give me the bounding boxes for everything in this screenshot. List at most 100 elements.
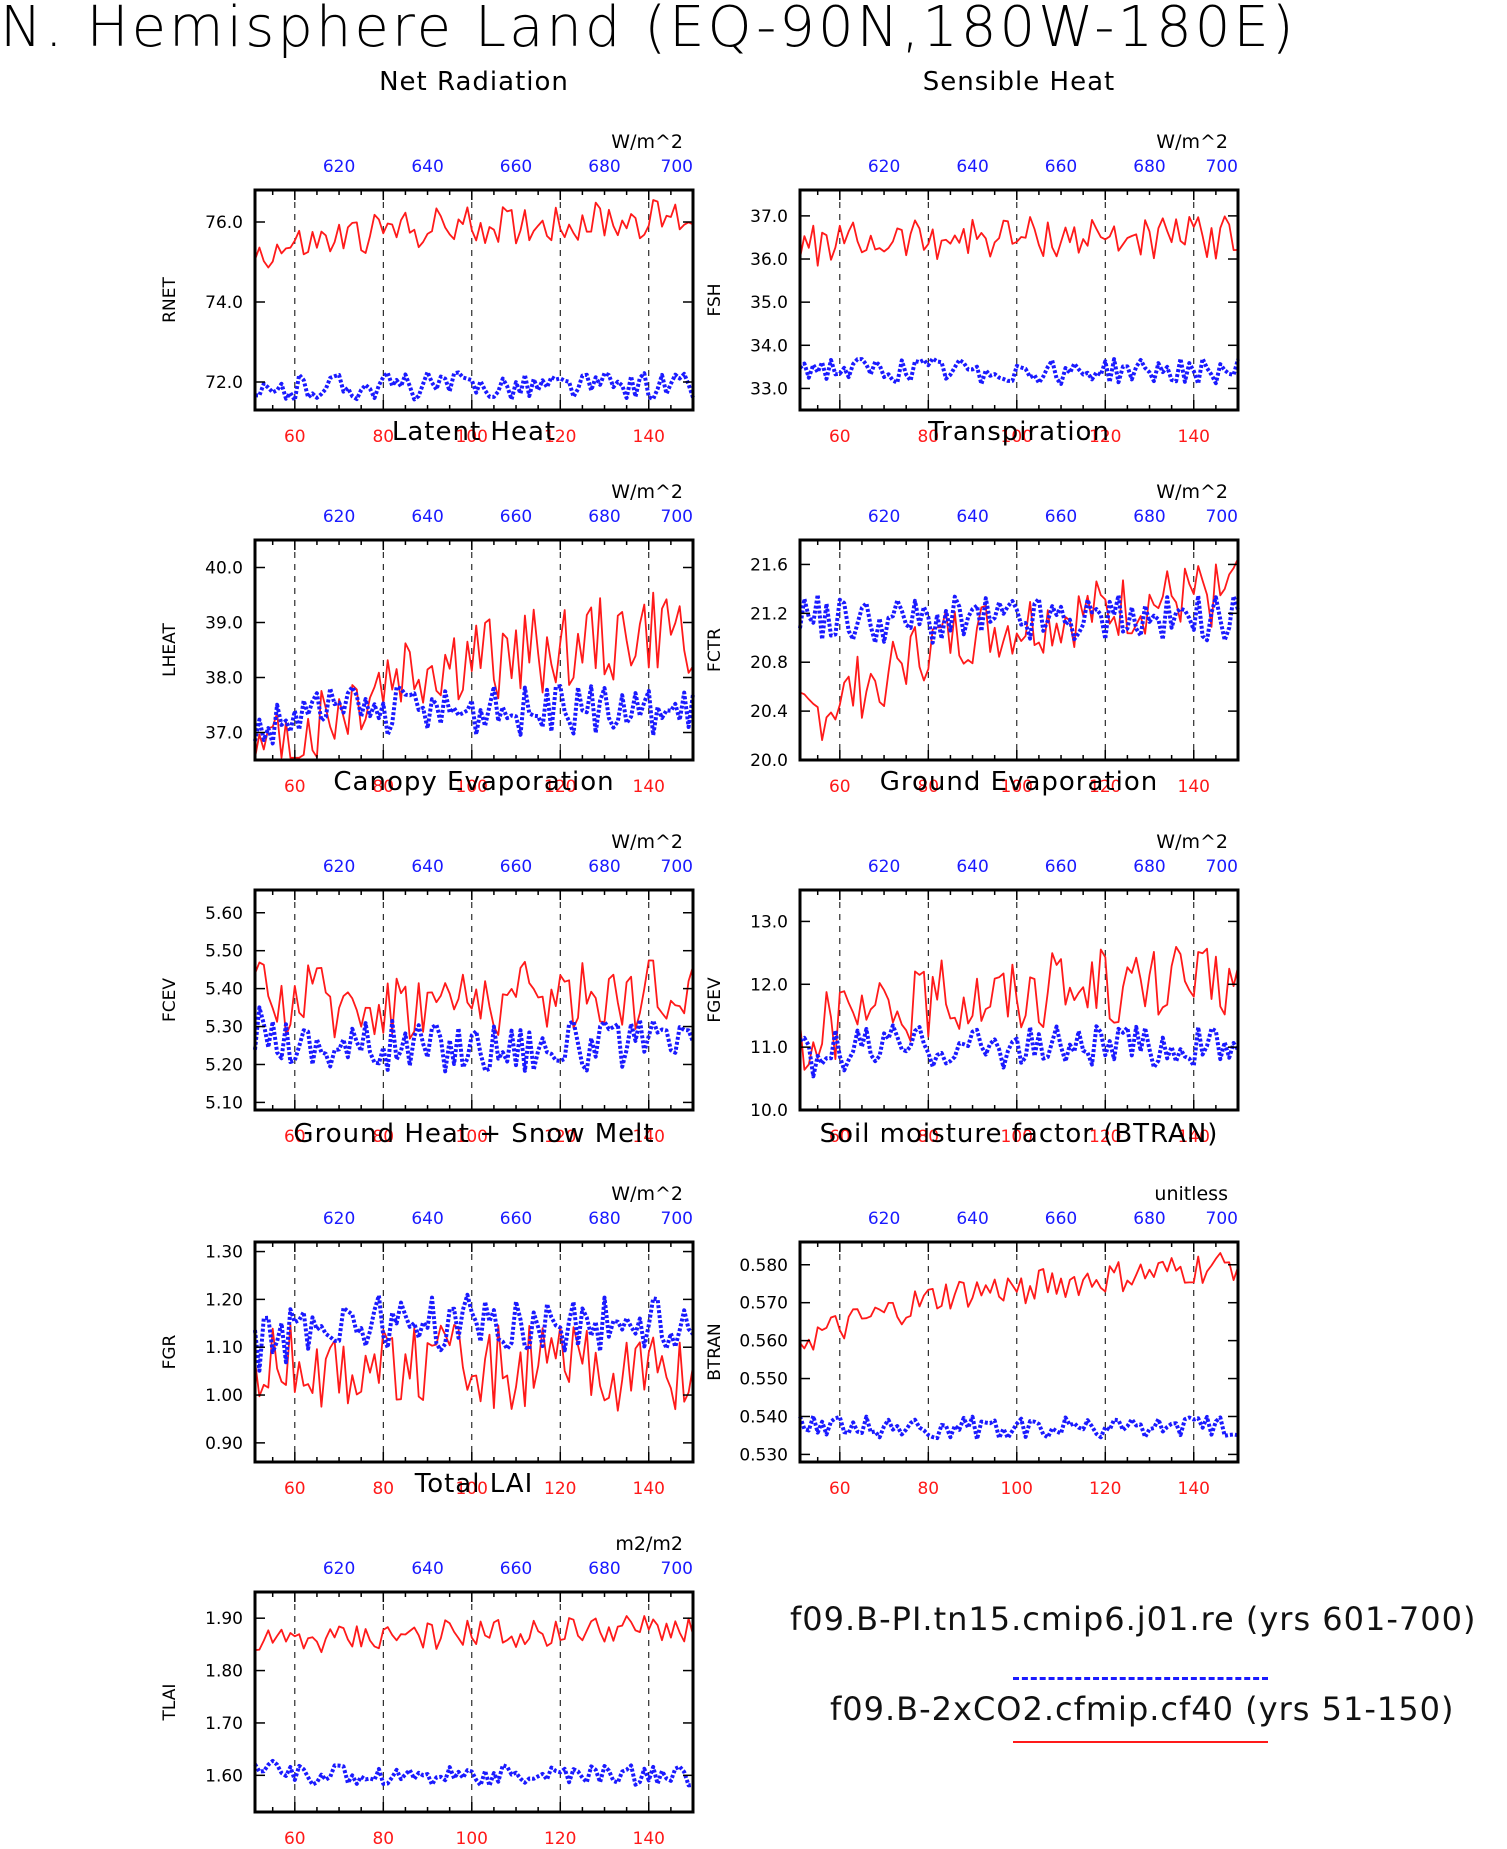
plot-frame bbox=[253, 888, 695, 1112]
x2-tick-label: 700 bbox=[661, 857, 693, 877]
legend-swatch-control bbox=[1013, 1677, 1268, 1680]
x2-tick-label: 620 bbox=[323, 157, 355, 177]
y-tick-label: 0.90 bbox=[205, 1434, 243, 1454]
x-tick-label: 60 bbox=[284, 1127, 306, 1147]
x-tick-label: 140 bbox=[1178, 1127, 1210, 1147]
x2-tick-label: 700 bbox=[1206, 857, 1238, 877]
series-line-control bbox=[253, 1005, 695, 1074]
chart-title: Canopy Evaporation bbox=[333, 767, 614, 797]
y-tick-label: 21.6 bbox=[750, 555, 788, 575]
units-label: unitless bbox=[1154, 1183, 1228, 1205]
y-tick-label: 5.20 bbox=[205, 1055, 243, 1075]
x-tick-label: 80 bbox=[917, 427, 939, 447]
chart-fcev: Canopy Evaporation W/m^2 FCEV 60 80 100 120 140… bbox=[160, 767, 695, 1147]
plot-frame bbox=[253, 1240, 695, 1464]
y-tick-label: 33.0 bbox=[750, 379, 788, 399]
y-tick-label: 39.0 bbox=[205, 614, 243, 634]
plot-frame bbox=[253, 538, 695, 762]
x-tick-label: 120 bbox=[1089, 427, 1121, 447]
x2-tick-label: 680 bbox=[588, 1559, 620, 1579]
x-tick-label: 80 bbox=[372, 427, 394, 447]
x-tick-label: 60 bbox=[829, 1127, 851, 1147]
x2-tick-label: 660 bbox=[1045, 157, 1077, 177]
y-axis-label: FSH bbox=[705, 283, 725, 316]
y-tick-label: 0.560 bbox=[739, 1332, 788, 1352]
chart-title: Total LAI bbox=[414, 1469, 534, 1499]
y-tick-label: 38.0 bbox=[205, 669, 243, 689]
page-title: N. Hemisphere Land (EQ-90N,180W-180E) bbox=[0, 0, 1297, 60]
x2-tick-label: 620 bbox=[868, 157, 900, 177]
x2-tick-label: 620 bbox=[868, 1209, 900, 1229]
legend-label-control: f09.B-PI.tn15.cmip6.j01.re (yrs 601-700) bbox=[790, 1600, 1477, 1638]
y-axis-label: FCTR bbox=[705, 628, 725, 672]
x2-tick-label: 620 bbox=[868, 857, 900, 877]
x-tick-label: 100 bbox=[456, 777, 488, 797]
x-tick-label: 80 bbox=[372, 777, 394, 797]
x-tick-label: 80 bbox=[372, 1127, 394, 1147]
y-tick-label: 5.30 bbox=[205, 1018, 243, 1038]
y-tick-label: 72.0 bbox=[205, 373, 243, 393]
x2-tick-label: 680 bbox=[1133, 507, 1165, 527]
x2-tick-label: 640 bbox=[411, 157, 443, 177]
series-line-control bbox=[798, 1023, 1240, 1079]
x2-tick-label: 700 bbox=[661, 1559, 693, 1579]
y-tick-label: 13.0 bbox=[750, 912, 788, 932]
x2-tick-label: 680 bbox=[1133, 157, 1165, 177]
series-line-control bbox=[255, 370, 695, 403]
x2-tick-label: 640 bbox=[411, 1559, 443, 1579]
y-tick-label: 20.0 bbox=[750, 751, 788, 771]
series-line-experiment bbox=[254, 1615, 694, 1654]
units-label: W/m^2 bbox=[1156, 831, 1228, 853]
y-tick-label: 10.0 bbox=[750, 1101, 788, 1121]
chart-fctr: Transpiration W/m^2 FCTR 60 80 100 120 140 620 64… bbox=[705, 417, 1240, 797]
y-tick-label: 1.10 bbox=[205, 1338, 243, 1358]
chart-btran: Soil moisture factor (BTRAN) unitless BTRA… bbox=[705, 1119, 1240, 1499]
x-tick-label: 60 bbox=[284, 777, 306, 797]
x2-tick-label: 700 bbox=[1206, 157, 1238, 177]
plot-frame bbox=[798, 538, 1240, 762]
x-tick-label: 80 bbox=[917, 1127, 939, 1147]
y-tick-label: 35.0 bbox=[750, 293, 788, 313]
x2-tick-label: 620 bbox=[323, 1559, 355, 1579]
y-tick-label: 40.0 bbox=[205, 559, 243, 579]
y-tick-label: 36.0 bbox=[750, 250, 788, 270]
x2-tick-label: 640 bbox=[956, 1209, 988, 1229]
x2-tick-label: 680 bbox=[588, 507, 620, 527]
series-line-experiment bbox=[254, 199, 694, 269]
x-tick-label: 80 bbox=[917, 777, 939, 797]
chart-tlai: Total LAI m2/m2 TLAI 60 80 100 120 140 620 640 660… bbox=[160, 1469, 695, 1849]
y-tick-label: 5.50 bbox=[205, 942, 243, 962]
series-line-control bbox=[253, 1758, 694, 1788]
x2-tick-label: 660 bbox=[500, 857, 532, 877]
x-tick-label: 100 bbox=[1001, 1127, 1033, 1147]
y-tick-label: 0.580 bbox=[739, 1256, 788, 1276]
y-tick-label: 0.540 bbox=[739, 1407, 788, 1427]
x2-tick-label: 620 bbox=[323, 1209, 355, 1229]
y-tick-label: 76.0 bbox=[205, 213, 243, 233]
units-label: W/m^2 bbox=[611, 131, 683, 153]
y-axis-label: LHEAT bbox=[160, 623, 180, 677]
x2-tick-label: 660 bbox=[1045, 1209, 1077, 1229]
y-tick-label: 37.0 bbox=[205, 724, 243, 744]
x-tick-label: 140 bbox=[633, 1127, 665, 1147]
plot-frame bbox=[253, 1590, 695, 1814]
x-tick-label: 60 bbox=[829, 427, 851, 447]
x-tick-label: 120 bbox=[1089, 1127, 1121, 1147]
x2-tick-label: 660 bbox=[500, 1559, 532, 1579]
plot-frame bbox=[798, 188, 1240, 412]
x-tick-label: 140 bbox=[633, 1829, 665, 1849]
x-tick-label: 140 bbox=[633, 777, 665, 797]
x2-tick-label: 660 bbox=[500, 1209, 532, 1229]
y-axis-label: FGR bbox=[160, 1334, 180, 1369]
x2-tick-label: 700 bbox=[661, 507, 693, 527]
x-tick-label: 100 bbox=[1001, 1479, 1033, 1499]
chart-fgr: Ground Heat + Snow Melt W/m^2 FGR 60 80 100 12… bbox=[160, 1119, 695, 1499]
series-line-experiment bbox=[254, 1323, 694, 1412]
x-tick-label: 80 bbox=[372, 1479, 394, 1499]
units-label: W/m^2 bbox=[1156, 481, 1228, 503]
y-tick-label: 74.0 bbox=[205, 293, 243, 313]
y-tick-label: 0.550 bbox=[739, 1370, 788, 1390]
y-tick-label: 1.90 bbox=[205, 1609, 243, 1629]
x-tick-label: 60 bbox=[284, 1829, 306, 1849]
y-axis-label: FCEV bbox=[160, 978, 180, 1022]
